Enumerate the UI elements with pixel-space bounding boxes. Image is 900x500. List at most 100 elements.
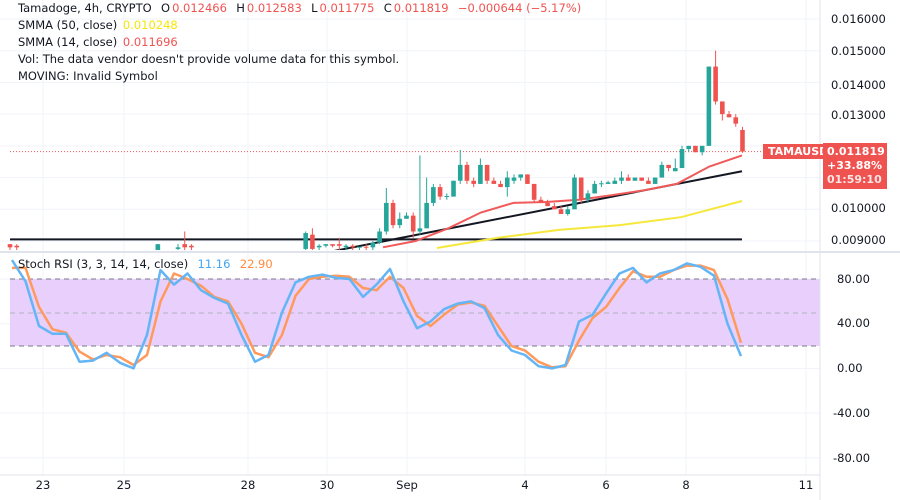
candle-body: [525, 174, 530, 184]
stoch-rsi-legend[interactable]: Stoch RSI (3, 3, 14, 14, close) 11.16 22…: [18, 257, 273, 271]
price-tick: 0.009000: [831, 233, 886, 247]
smma50-line: [436, 200, 743, 249]
price-tick: 0.015000: [831, 44, 886, 58]
candle-body: [437, 187, 443, 197]
candle-body: [162, 254, 167, 255]
candle-body: [686, 145, 692, 150]
candle-body: [149, 254, 154, 255]
candle-body: [699, 145, 705, 153]
candle-body: [397, 218, 403, 226]
price-tick: 0.016000: [831, 12, 886, 26]
rsi-tick: 40.00: [837, 316, 870, 330]
candle-body: [478, 164, 483, 184]
candle-body: [142, 254, 147, 255]
candle-body: [457, 164, 463, 181]
candle-body: [384, 202, 389, 232]
open-value: 0.012466: [172, 1, 227, 15]
time-tick: 30: [319, 478, 335, 492]
candle-body: [297, 254, 302, 255]
candle-body: [431, 187, 436, 203]
low-value: 0.011775: [319, 1, 375, 15]
candle-body: [720, 101, 725, 115]
candle-body: [498, 183, 503, 188]
candle-body: [189, 245, 194, 248]
candle-body: [323, 244, 329, 246]
candle-body: [632, 177, 638, 181]
time-tick: 25: [116, 478, 132, 492]
volume-legend[interactable]: Vol: The data vendor doesn't provide vol…: [18, 52, 400, 66]
candle-body: [290, 254, 295, 255]
candle-body: [377, 231, 382, 243]
rsi-tick: -80.00: [833, 451, 871, 465]
candle-body: [95, 254, 100, 255]
high-value: 0.012583: [246, 1, 302, 15]
candle-body: [196, 254, 201, 255]
last-price-change: +33.88%: [827, 159, 883, 172]
candle-body: [88, 254, 93, 255]
symbol-legend: Tamadoge, 4h, CRYPTO O 0.012466 H 0.012583…: [18, 1, 582, 15]
time-tick: 6: [602, 478, 610, 492]
candle-body: [444, 195, 450, 197]
candle-body: [129, 254, 134, 255]
candle-body: [343, 245, 349, 248]
candle-body: [552, 206, 557, 210]
candle-body: [646, 180, 651, 184]
candle-body: [216, 254, 221, 255]
candle-body: [726, 114, 732, 118]
candle-body: [135, 254, 140, 255]
candle-body: [330, 244, 335, 246]
candle-body: [639, 177, 644, 181]
candle-body: [61, 254, 66, 255]
candle-body: [169, 254, 174, 255]
candle-body: [464, 164, 470, 181]
close-value: 0.011819: [393, 1, 449, 15]
candle-body: [277, 254, 282, 255]
time-tick: 28: [240, 478, 256, 492]
candle-body: [82, 254, 87, 255]
candle-body: [75, 254, 80, 255]
symbol-info: Tamadoge, 4h, CRYPTO: [18, 1, 152, 15]
smma50-value: 0.010248: [122, 18, 178, 32]
time-tick: 11: [798, 478, 814, 492]
candle-body: [410, 215, 416, 232]
time-tick: 8: [682, 478, 690, 492]
candle-body: [182, 244, 188, 248]
candle-body: [390, 202, 396, 226]
candle-body: [250, 254, 255, 255]
candle-body: [612, 180, 618, 184]
candle-body: [484, 164, 490, 181]
candle-body: [336, 244, 342, 246]
candle-body: [115, 254, 120, 255]
candle-body: [451, 180, 456, 197]
candle-body: [370, 242, 376, 248]
time-tick: 4: [521, 478, 529, 492]
candle-body: [102, 254, 107, 255]
candle-body: [625, 177, 631, 181]
smma14-line: [382, 154, 743, 249]
rsi-tick: -40.00: [833, 406, 871, 420]
price-tick: 0.010000: [831, 201, 886, 215]
moving-legend[interactable]: MOVING: Invalid Symbol: [18, 69, 158, 83]
candle-body: [263, 254, 268, 255]
candle-body: [55, 254, 60, 255]
smma50-legend[interactable]: SMMA (50, close) 0.010248: [18, 18, 178, 32]
candle-body: [706, 66, 712, 146]
candle-body: [109, 254, 114, 255]
rsi-tick: 0.00: [837, 361, 863, 375]
stoch-k-line: [10, 259, 743, 370]
candle-body: [357, 246, 362, 248]
candle-body: [504, 177, 510, 188]
candle-body: [578, 177, 584, 200]
symbol-price-tag: TAMAUSD: [763, 144, 834, 159]
candle-body: [666, 164, 671, 169]
candle-body: [417, 228, 423, 232]
time-tick: 23: [35, 478, 51, 492]
candle-body: [303, 233, 308, 249]
smma14-legend[interactable]: SMMA (14, close) 0.011696: [18, 35, 178, 49]
candle-body: [545, 202, 550, 207]
candle-body: [518, 174, 524, 178]
candle-body: [229, 254, 234, 255]
candle-body: [531, 183, 537, 200]
